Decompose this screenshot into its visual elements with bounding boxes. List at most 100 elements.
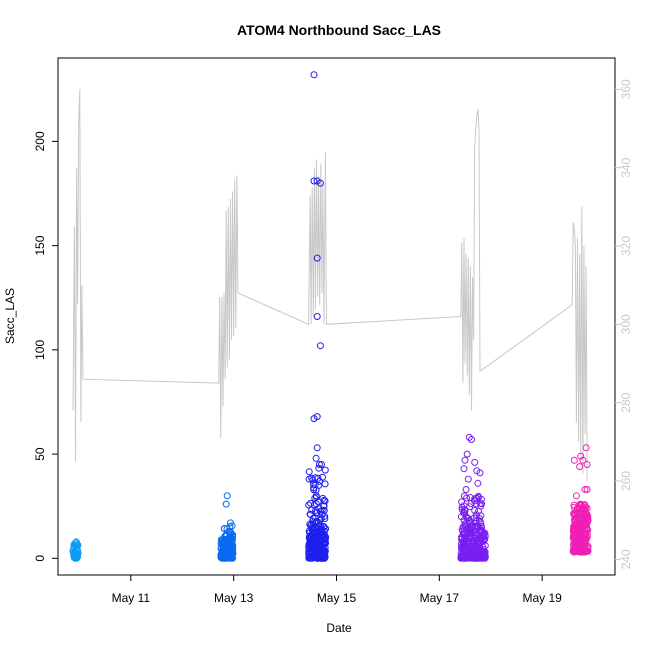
data-point [576, 463, 584, 471]
data-point [570, 503, 578, 511]
y-tick-label: 50 [33, 447, 47, 461]
x-axis-label: Date [326, 621, 352, 635]
y2-tick-label: 340 [619, 157, 633, 177]
secondary-series-line [72, 89, 588, 482]
data-point [310, 486, 318, 494]
data-point [307, 499, 315, 507]
data-point [471, 554, 479, 562]
data-point [225, 534, 233, 542]
data-point [310, 177, 318, 185]
y-tick-label: 150 [33, 235, 47, 255]
data-point [465, 551, 472, 559]
data-point [581, 486, 589, 493]
right-axis: 240 260 280 300 320 340 360 [615, 79, 633, 569]
data-point [463, 494, 471, 502]
data-point [313, 551, 321, 559]
data-point [321, 554, 329, 562]
data-point [69, 546, 77, 554]
data-point [465, 433, 473, 441]
x-tick-label: May 15 [317, 591, 357, 605]
data-point [226, 523, 234, 531]
data-point [569, 548, 577, 555]
data-point [314, 474, 322, 482]
data-point [474, 479, 482, 487]
data-point [305, 501, 313, 509]
data-point [316, 179, 324, 187]
y-tick-label: 0 [33, 555, 47, 562]
data-point [308, 506, 316, 514]
data-point [570, 456, 578, 464]
data-point [570, 521, 578, 529]
data-point [570, 530, 578, 538]
data-point [458, 498, 466, 506]
data-point [313, 554, 321, 562]
data-point [317, 538, 325, 546]
data-point [479, 545, 487, 553]
data-point [313, 444, 321, 452]
data-point [312, 518, 320, 526]
data-point [223, 492, 231, 500]
data-point [459, 523, 467, 531]
y2-tick-label: 320 [619, 236, 633, 256]
data-point [584, 516, 592, 524]
y-tick-label: 200 [33, 131, 47, 151]
data-point [474, 536, 482, 544]
data-point [313, 313, 321, 320]
data-point [579, 456, 587, 464]
data-point [306, 510, 314, 518]
chart-title: ATOM4 Northbound Sacc_LAS [237, 22, 441, 38]
data-point [472, 511, 480, 519]
y-tick-label: 100 [33, 340, 47, 360]
data-point [464, 475, 472, 483]
data-point [471, 507, 479, 514]
secondary-line [72, 89, 588, 482]
data-point [226, 535, 234, 543]
data-point [311, 474, 319, 482]
y2-tick-label: 300 [619, 314, 633, 334]
data-point [580, 517, 588, 525]
data-point [465, 535, 473, 543]
data-point [481, 532, 489, 540]
x-tick-label: May 17 [420, 591, 460, 605]
data-point [471, 551, 479, 559]
data-point [313, 517, 321, 525]
data-point [312, 506, 320, 514]
x-tick-label: May 13 [214, 591, 254, 605]
data-point [320, 530, 328, 538]
data-point [583, 486, 591, 493]
y2-tick-label: 280 [619, 392, 633, 412]
data-point [72, 539, 80, 547]
data-point [313, 413, 321, 421]
data-point [312, 492, 320, 500]
data-point [74, 547, 82, 555]
data-point [463, 450, 471, 458]
data-point [481, 529, 489, 537]
data-point [578, 545, 586, 553]
data-point [227, 519, 234, 527]
data-point [316, 522, 324, 530]
data-point [582, 545, 589, 553]
plot-frame [57, 57, 616, 576]
data-point [477, 512, 485, 520]
data-point [222, 500, 230, 508]
data-point [582, 444, 590, 452]
data-point [472, 500, 480, 508]
y-axis-label: Sacc_LAS [3, 288, 17, 344]
data-point [467, 500, 475, 508]
y2-tick-label: 240 [619, 549, 633, 569]
data-point [474, 539, 482, 547]
data-point [315, 505, 323, 513]
data-point [465, 516, 473, 524]
data-point [312, 454, 320, 462]
data-point [575, 511, 583, 518]
data-point [466, 527, 474, 535]
data-point [320, 502, 328, 510]
data-point [584, 512, 592, 520]
data-point [315, 542, 323, 550]
data-point [583, 461, 591, 468]
data-point [477, 519, 485, 527]
data-point [73, 551, 80, 558]
data-point [458, 535, 466, 543]
data-point [461, 456, 469, 464]
data-point [319, 473, 326, 481]
